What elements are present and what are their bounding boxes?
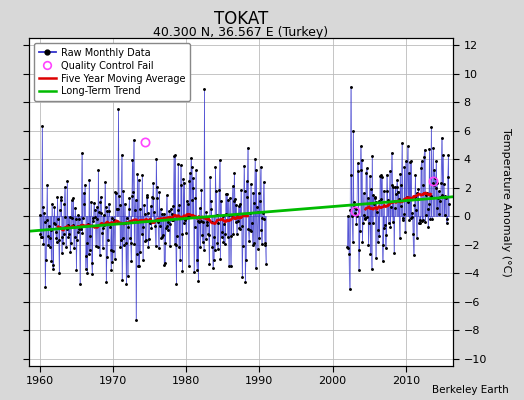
- Text: TOKAT: TOKAT: [214, 10, 268, 28]
- Text: 40.300 N, 36.567 E (Turkey): 40.300 N, 36.567 E (Turkey): [154, 26, 329, 39]
- Text: Berkeley Earth: Berkeley Earth: [432, 385, 508, 395]
- Y-axis label: Temperature Anomaly (°C): Temperature Anomaly (°C): [501, 128, 511, 276]
- Legend: Raw Monthly Data, Quality Control Fail, Five Year Moving Average, Long-Term Tren: Raw Monthly Data, Quality Control Fail, …: [34, 43, 190, 101]
